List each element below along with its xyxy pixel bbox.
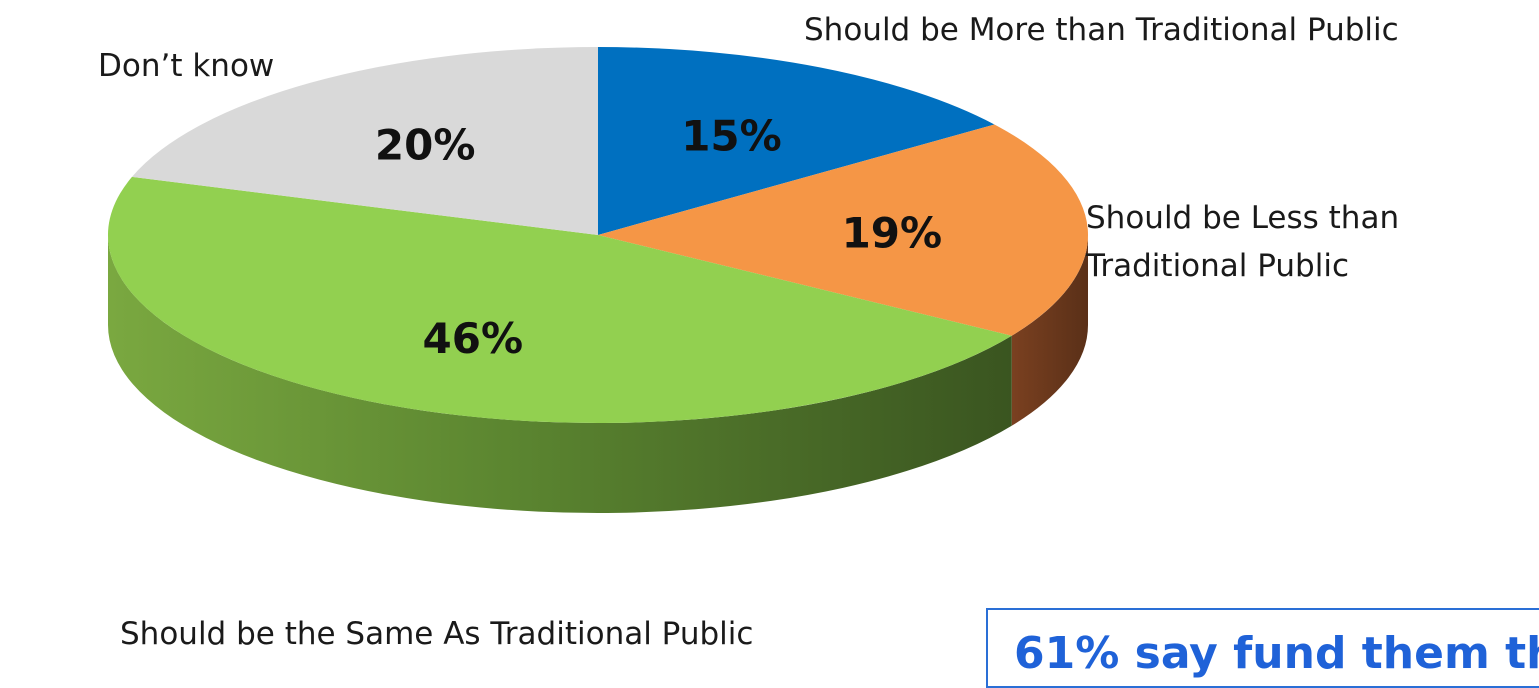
callout-text: 61% say fund them the same or more [1014, 628, 1539, 679]
callout-box: 61% say fund them the same or more [986, 608, 1539, 688]
pie-slice-don-t-know [131, 47, 599, 235]
pie-value-should-be-more-than-traditional-public: 15% [681, 111, 782, 160]
pie-side-should-be-the-same-as-traditional-public [108, 235, 1012, 514]
label-less-line2: Traditional Public [1086, 248, 1350, 284]
label-more: Should be More than Traditional Public [804, 12, 1399, 48]
pie-chart: 15% 19% 46% 20% [107, 47, 1089, 514]
label-dont-know: Don’t know [98, 48, 275, 84]
pie-value-should-be-the-same-as-traditional-public: 46% [423, 314, 524, 363]
pie-slice-should-be-less-than-traditional-public [598, 124, 1089, 336]
label-same: Should be the Same As Traditional Public [120, 616, 754, 652]
pie-value-should-be-less-than-traditional-public: 19% [842, 208, 943, 257]
pie-side-should-be-less-than-traditional-public [1011, 235, 1088, 426]
pie-slice-should-be-the-same-as-traditional-public [107, 176, 1012, 424]
pie-value-don-t-know: 20% [375, 121, 476, 170]
label-less-line1: Should be Less than [1086, 200, 1400, 236]
pie-slice-should-be-more-than-traditional-public [598, 47, 995, 235]
